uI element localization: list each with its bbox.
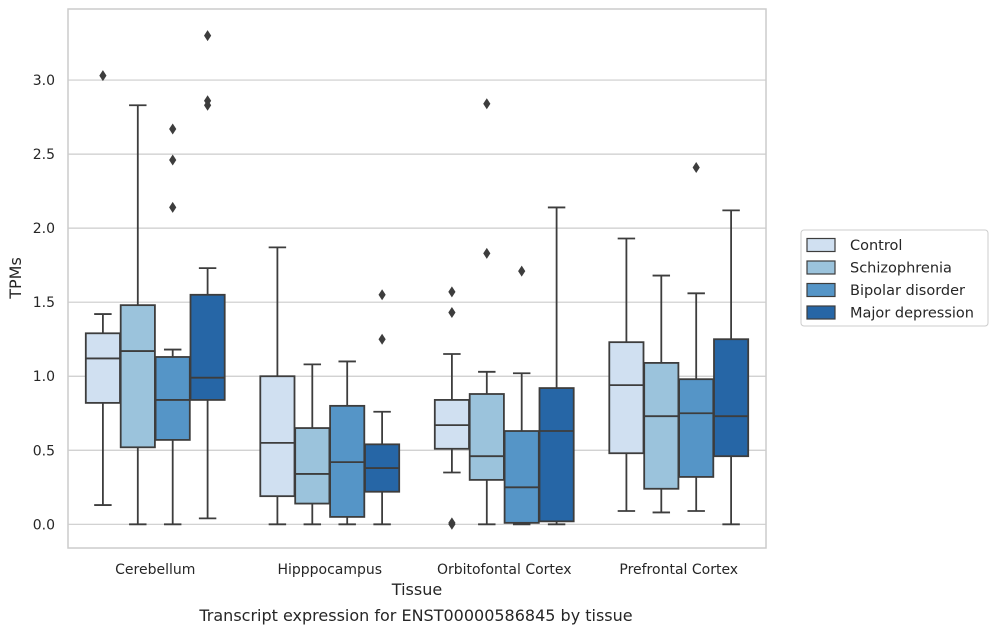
legend: Control Schizophrenia Bipolar disorder Majo…: [800, 229, 989, 327]
box-iqr: [468, 393, 505, 481]
y-tick-label: 3.0: [33, 73, 55, 89]
figure-caption: Transcript expression for ENST0000058684…: [199, 606, 633, 625]
legend-label: Control: [850, 238, 902, 254]
y-tick-label: 1.5: [33, 295, 55, 311]
outlier-point: [448, 307, 456, 319]
x-axis-label: Tissue: [391, 580, 442, 599]
box-3-3: [713, 209, 750, 526]
x-tick-label: Prefrontal Cortex: [619, 562, 738, 578]
box-iqr: [713, 338, 750, 458]
outlier-point: [448, 517, 456, 529]
outlier-point: [99, 70, 107, 82]
box-3-0: [608, 237, 645, 512]
box-0-2: [154, 123, 191, 526]
legend-swatch: [806, 305, 836, 320]
box-1-1: [294, 363, 331, 526]
x-tick-label: Hipppocampus: [277, 562, 382, 578]
outlier-point: [518, 265, 526, 277]
legend-label: Major depression: [850, 306, 974, 322]
box-series: [84, 30, 750, 530]
legend-frame: [800, 229, 989, 327]
outlier-point: [378, 289, 386, 301]
y-tick-labels: 0.0 0.5 1.0 1.5 2.0 2.5 3.0: [33, 73, 55, 533]
legend-label: Bipolar disorder: [850, 283, 965, 299]
box-2-0: [433, 286, 470, 530]
y-tick-label: 0.0: [33, 517, 55, 533]
box-iqr: [294, 427, 331, 505]
outlier-point: [169, 154, 177, 166]
y-tick-label: 2.0: [33, 221, 55, 237]
box-0-3: [189, 30, 226, 520]
y-axis-label: TPMs: [6, 257, 25, 300]
box-iqr: [503, 430, 540, 524]
box-2-3: [538, 206, 575, 526]
outlier-point: [483, 98, 491, 110]
box-0-0: [84, 70, 121, 506]
outlier-point: [204, 30, 212, 42]
box-2-2: [503, 265, 540, 526]
box-0-1: [119, 104, 156, 526]
x-tick-labels: Cerebellum Hipppocampus Orbitofontal Corte…: [115, 562, 738, 578]
box-iqr: [119, 304, 156, 449]
box-iqr: [259, 375, 296, 498]
outlier-point: [169, 123, 177, 135]
outlier-point: [483, 247, 491, 259]
legend-swatch: [806, 237, 836, 253]
box-iqr: [678, 378, 715, 478]
box-iqr: [608, 341, 645, 455]
box-plot-chart: 0.0 0.5 1.0 1.5 2.0 2.5 3.0 Cerebellum Hipppoca…: [6, 8, 989, 599]
x-tick-label: Orbitofontal Cortex: [437, 562, 572, 578]
legend-label: Schizophrenia: [850, 261, 952, 277]
box-1-0: [259, 246, 296, 526]
outlier-point: [378, 333, 386, 345]
legend-swatch: [806, 282, 836, 298]
box-3-2: [678, 161, 715, 512]
y-tick-label: 0.5: [33, 443, 55, 459]
outlier-point: [448, 286, 456, 298]
box-1-2: [329, 360, 366, 526]
box-1-3: [364, 289, 401, 526]
box-iqr: [84, 332, 121, 404]
box-iqr: [538, 387, 575, 523]
x-tick-label: Cerebellum: [115, 562, 195, 578]
legend-swatch: [806, 260, 836, 275]
box-iqr: [154, 356, 191, 441]
y-tick-label: 2.5: [33, 147, 55, 163]
outlier-point: [692, 161, 700, 173]
y-tick-label: 1.0: [33, 369, 55, 385]
outlier-point: [204, 95, 212, 107]
outlier-point: [169, 201, 177, 213]
box-iqr: [643, 362, 680, 490]
box-iqr: [189, 293, 226, 401]
